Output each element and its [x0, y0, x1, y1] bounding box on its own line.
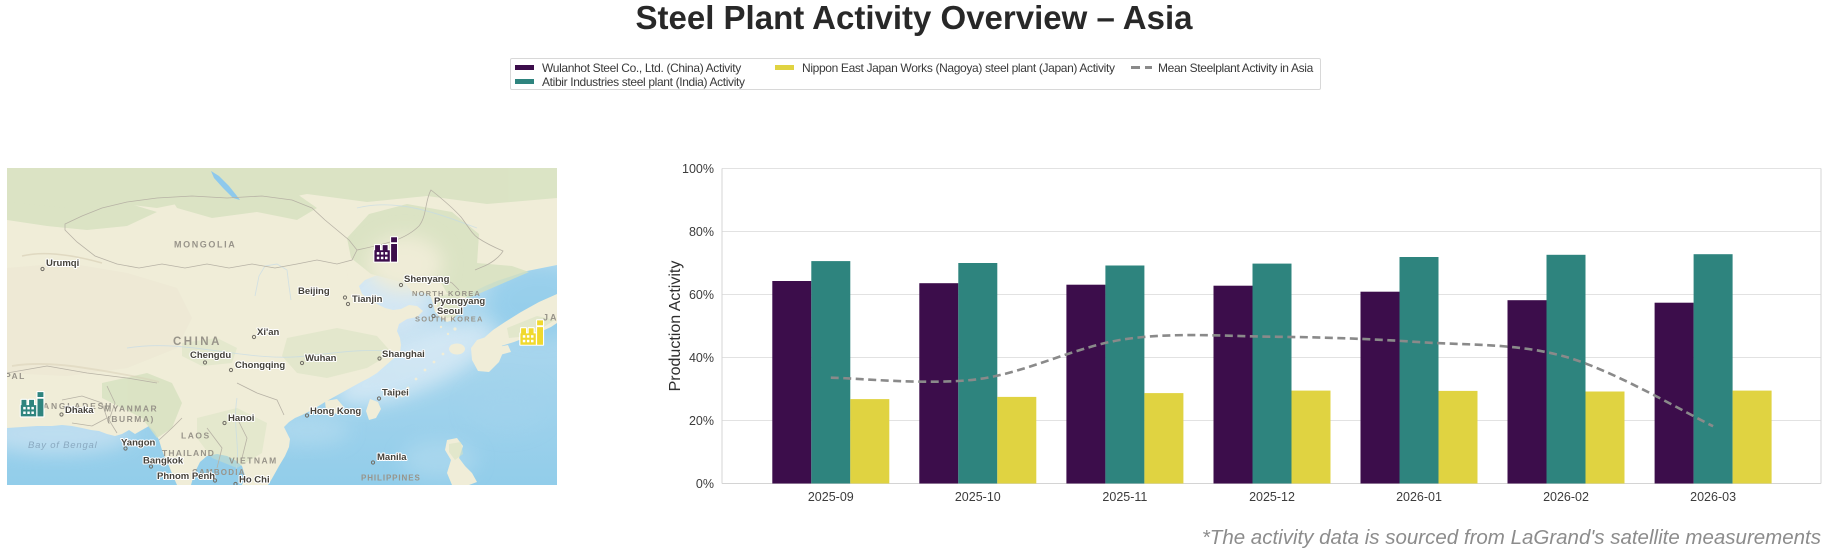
svg-text:2026-01: 2026-01: [1396, 490, 1442, 504]
svg-text:Dhaka: Dhaka: [65, 405, 94, 416]
svg-text:SOUTH KOREA: SOUTH KOREA: [415, 314, 484, 323]
svg-text:(BURMA): (BURMA): [107, 414, 155, 424]
svg-text:LAOS: LAOS: [181, 430, 211, 440]
svg-text:NORTH KOREA: NORTH KOREA: [412, 289, 481, 298]
svg-text:MONGOLIA: MONGOLIA: [174, 239, 236, 249]
svg-text:Manila: Manila: [377, 452, 407, 463]
svg-text:0%: 0%: [696, 477, 714, 491]
svg-text:Seoul: Seoul: [437, 306, 463, 317]
svg-text:Bangkok: Bangkok: [143, 455, 184, 466]
svg-text:Yangon: Yangon: [121, 437, 156, 448]
svg-text:PHILIPPINES: PHILIPPINES: [361, 473, 421, 482]
svg-text:Wuhan: Wuhan: [305, 353, 337, 364]
svg-text:Phnom Penh: Phnom Penh: [157, 471, 215, 482]
svg-text:2025-11: 2025-11: [1102, 490, 1147, 504]
svg-text:CAMBODIA: CAMBODIA: [192, 468, 246, 477]
svg-text:VIETNAM: VIETNAM: [229, 455, 278, 465]
svg-text:2025-09: 2025-09: [808, 490, 854, 504]
svg-text:40%: 40%: [689, 351, 714, 365]
svg-text:Hanoi: Hanoi: [228, 413, 254, 424]
svg-text:Shenyang: Shenyang: [404, 274, 450, 285]
svg-text:THAILAND: THAILAND: [162, 448, 215, 458]
svg-text:2025-12: 2025-12: [1249, 490, 1295, 504]
svg-text:2025-10: 2025-10: [955, 490, 1001, 504]
svg-text:Chongqing: Chongqing: [235, 360, 285, 371]
svg-text:Taipei: Taipei: [382, 387, 409, 398]
svg-text:Beijing: Beijing: [298, 286, 330, 297]
svg-text:Ho Chi: Ho Chi: [239, 474, 270, 485]
svg-text:*The activity data is sourced: *The activity data is sourced from LaGra…: [1202, 526, 1821, 549]
svg-text:60%: 60%: [689, 288, 714, 302]
svg-text:PAL: PAL: [7, 371, 26, 381]
svg-text:Tianjin: Tianjin: [352, 294, 383, 305]
svg-text:100%: 100%: [682, 162, 714, 176]
svg-text:JA: JA: [543, 312, 557, 322]
svg-text:MYANMAR: MYANMAR: [104, 403, 158, 413]
svg-text:Production Activity: Production Activity: [667, 261, 684, 392]
svg-text:Pyongyang: Pyongyang: [434, 296, 485, 307]
svg-text:Shanghai: Shanghai: [382, 349, 425, 360]
svg-text:2026-02: 2026-02: [1543, 490, 1589, 504]
svg-text:Xi'an: Xi'an: [257, 327, 280, 338]
svg-text:Chengdu: Chengdu: [190, 350, 231, 361]
svg-text:Hong Kong: Hong Kong: [310, 406, 361, 417]
svg-text:80%: 80%: [689, 225, 714, 239]
svg-text:Urumqi: Urumqi: [46, 258, 79, 269]
svg-text:2026-03: 2026-03: [1690, 490, 1736, 504]
svg-text:CHINA: CHINA: [173, 336, 222, 348]
svg-text:ANGLADESH: ANGLADESH: [43, 401, 113, 411]
svg-text:Bay of Bengal: Bay of Bengal: [28, 440, 98, 451]
svg-text:20%: 20%: [689, 414, 714, 428]
